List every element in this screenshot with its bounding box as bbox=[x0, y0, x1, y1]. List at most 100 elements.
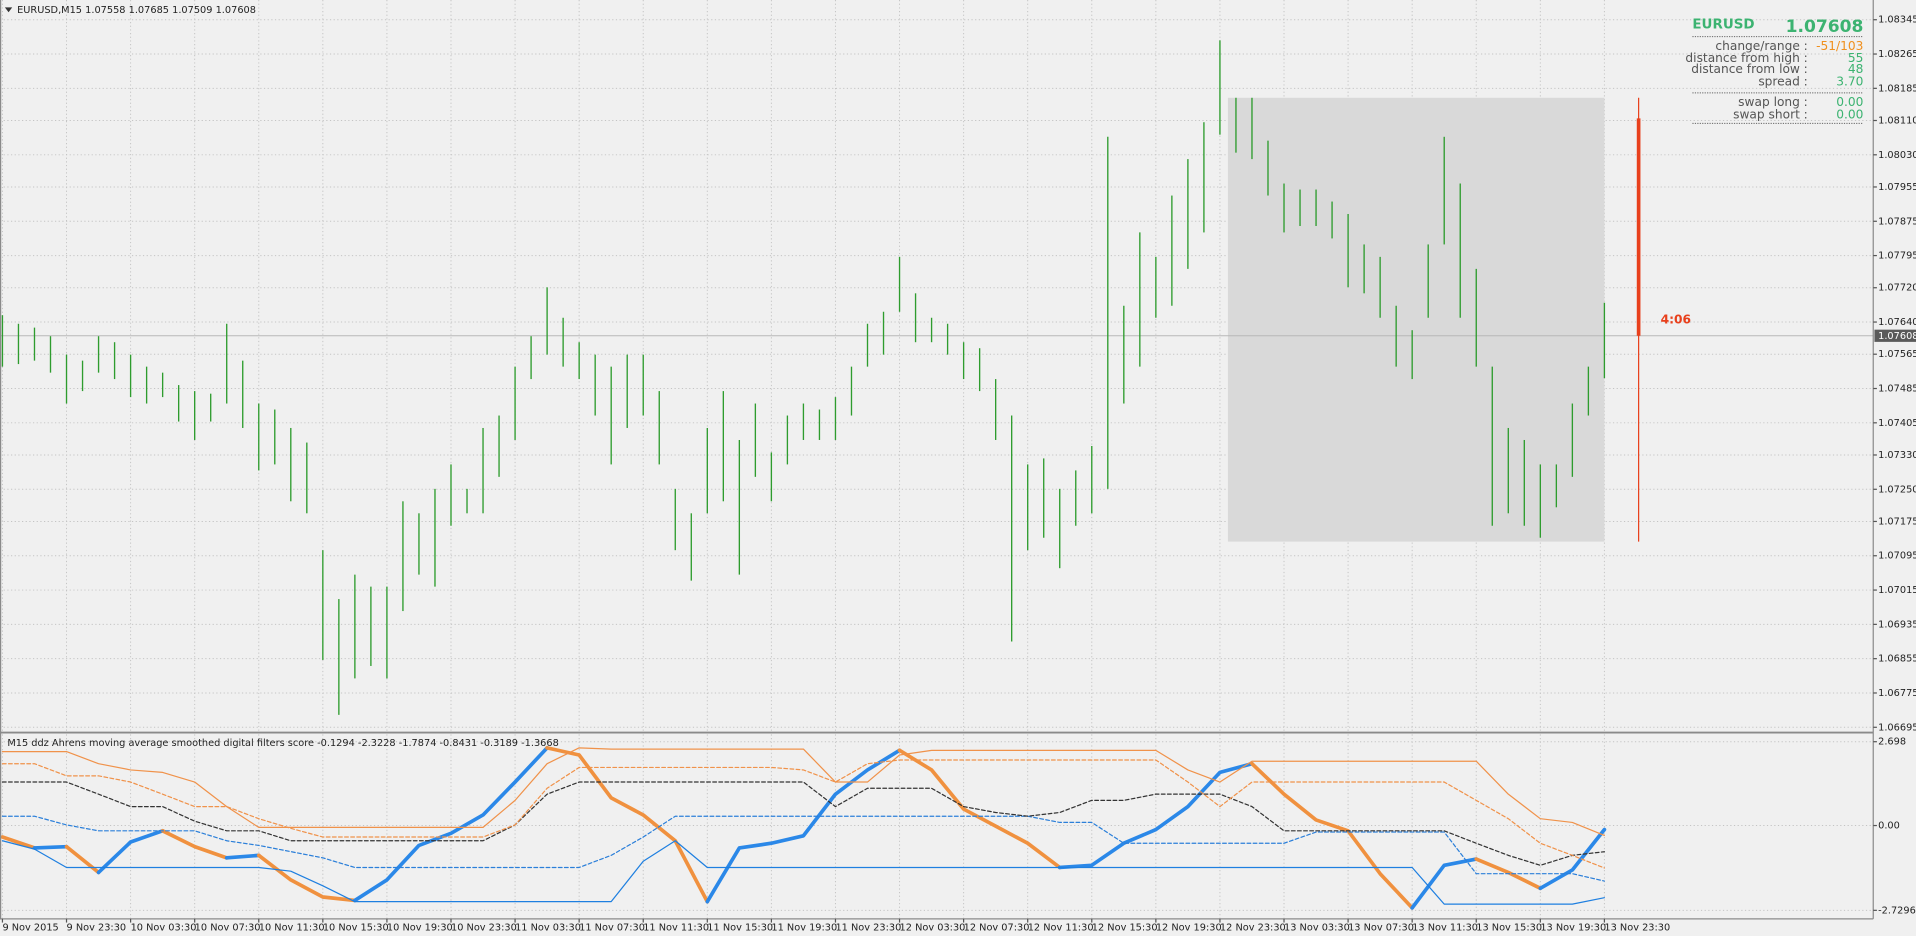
x-tick-label: 10 Nov 23:30 bbox=[451, 922, 517, 933]
y-tick-label: 1.07640 bbox=[1878, 317, 1916, 328]
x-tick-label: 10 Nov 07:30 bbox=[195, 922, 261, 933]
x-tick-label: 12 Nov 23:30 bbox=[1220, 922, 1286, 933]
info-label: distance from high bbox=[1685, 51, 1799, 65]
score-line bbox=[64, 844, 101, 875]
x-tick-label: 12 Nov 07:30 bbox=[964, 922, 1030, 933]
x-tick-label: 12 Nov 03:30 bbox=[900, 922, 966, 933]
y-tick-label: 1.06775 bbox=[1878, 688, 1916, 699]
x-tick-label: 11 Nov 07:30 bbox=[579, 922, 645, 933]
y-tick-label: 2.698 bbox=[1878, 737, 1906, 748]
last-price-box bbox=[1874, 329, 1916, 342]
indicator-title: M15 ddz Ahrens moving average smoothed d… bbox=[7, 738, 558, 749]
x-tick-label: 9 Nov 23:30 bbox=[67, 922, 127, 933]
x-tick-label: 11 Nov 15:30 bbox=[707, 922, 773, 933]
score-line bbox=[160, 828, 229, 860]
x-tick-label: 12 Nov 11:30 bbox=[1028, 922, 1094, 933]
x-tick-label: 10 Nov 11:30 bbox=[259, 922, 325, 933]
info-separator: : bbox=[1804, 74, 1808, 88]
y-tick-label: 1.08110 bbox=[1878, 115, 1916, 126]
info-separator: : bbox=[1804, 51, 1808, 65]
menu-arrow[interactable] bbox=[4, 7, 13, 13]
x-tick-label: 12 Nov 15:30 bbox=[1092, 922, 1158, 933]
y-tick-label: 1.07250 bbox=[1878, 484, 1916, 495]
filter-line bbox=[1, 747, 1606, 837]
info-value: 0.00 bbox=[1836, 95, 1863, 109]
y-tick-label: 1.07330 bbox=[1878, 450, 1916, 461]
y-tick-label: 1.08030 bbox=[1878, 150, 1916, 161]
info-value: 0.00 bbox=[1836, 107, 1863, 121]
x-tick-label: 10 Nov 15:30 bbox=[323, 922, 389, 933]
info-label: spread bbox=[1758, 74, 1800, 88]
score-line bbox=[353, 746, 549, 903]
y-tick-label: 1.07015 bbox=[1878, 585, 1916, 596]
chart-title: EURUSD,M15 1.07558 1.07685 1.07509 1.076… bbox=[17, 5, 256, 16]
y-tick-label: 1.07720 bbox=[1878, 283, 1916, 294]
y-tick-label: 1.07485 bbox=[1878, 384, 1916, 395]
filter-line bbox=[1, 759, 1606, 869]
y-tick-label: 1.07405 bbox=[1878, 418, 1916, 429]
y-tick-label: -2.7296 bbox=[1878, 905, 1916, 916]
info-label: distance from low bbox=[1691, 62, 1800, 76]
y-tick-label: 1.07875 bbox=[1878, 216, 1916, 227]
y-tick-label: 0.00 bbox=[1878, 821, 1900, 832]
info-label: change/range bbox=[1715, 39, 1800, 53]
info-label: swap short bbox=[1733, 107, 1800, 121]
score-line bbox=[96, 828, 165, 875]
score-line bbox=[545, 746, 710, 904]
x-tick-label: 13 Nov 11:30 bbox=[1412, 922, 1478, 933]
x-tick-label: 10 Nov 03:30 bbox=[131, 922, 197, 933]
score-line bbox=[1250, 761, 1415, 910]
score-line bbox=[224, 853, 261, 860]
score-line bbox=[897, 748, 1062, 870]
x-tick-label: 11 Nov 19:30 bbox=[771, 922, 837, 933]
score-line bbox=[705, 748, 902, 904]
info-separator: : bbox=[1804, 62, 1808, 76]
score-line bbox=[1057, 761, 1254, 870]
timer-label: 4:06 bbox=[1661, 313, 1691, 327]
info-label: swap long bbox=[1738, 95, 1800, 109]
info-value: -51/103 bbox=[1816, 39, 1863, 53]
x-tick-label: 11 Nov 23:30 bbox=[835, 922, 901, 933]
score-line bbox=[1410, 857, 1479, 910]
x-tick-label: 13 Nov 15:30 bbox=[1476, 922, 1542, 933]
x-tick-label: 11 Nov 03:30 bbox=[515, 922, 581, 933]
price: 1.07608 bbox=[1786, 17, 1864, 37]
range-box bbox=[1227, 97, 1605, 542]
info-separator: : bbox=[1804, 39, 1808, 53]
score-line bbox=[1474, 857, 1543, 891]
info-separator: : bbox=[1804, 107, 1808, 121]
score-line bbox=[256, 853, 357, 903]
y-tick-label: 1.07955 bbox=[1878, 182, 1916, 193]
y-tick-label: 1.06695 bbox=[1878, 722, 1916, 733]
last-price-label: 1.07608 bbox=[1878, 331, 1916, 342]
x-tick-label: 13 Nov 19:30 bbox=[1540, 922, 1606, 933]
filter-line bbox=[1, 781, 1606, 866]
info-value: 55 bbox=[1848, 51, 1864, 65]
y-tick-label: 1.08345 bbox=[1878, 15, 1916, 26]
marks-layer bbox=[0, 40, 1641, 910]
x-tick-label: 13 Nov 23:30 bbox=[1604, 922, 1670, 933]
y-tick-label: 1.07795 bbox=[1878, 251, 1916, 262]
x-tick-label: 12 Nov 19:30 bbox=[1156, 922, 1222, 933]
info-separator: : bbox=[1804, 95, 1808, 109]
x-tick-label: 9 Nov 2015 bbox=[2, 922, 58, 933]
y-tick-label: 1.07175 bbox=[1878, 516, 1916, 527]
x-tick-label: 10 Nov 19:30 bbox=[387, 922, 453, 933]
info-value: 48 bbox=[1848, 62, 1864, 76]
filter-line bbox=[1, 815, 1606, 882]
info-value: 3.70 bbox=[1836, 74, 1863, 88]
filter-line bbox=[1, 840, 1606, 905]
back-layer bbox=[0, 97, 1874, 542]
y-tick-label: 1.07095 bbox=[1878, 551, 1916, 562]
x-tick-label: 11 Nov 11:30 bbox=[643, 922, 709, 933]
y-tick-label: 1.08265 bbox=[1878, 49, 1916, 60]
x-tick-label: 13 Nov 03:30 bbox=[1284, 922, 1350, 933]
symbol: EURUSD bbox=[1692, 17, 1754, 32]
grid-layer bbox=[0, 0, 1874, 919]
y-tick-label: 1.08185 bbox=[1878, 83, 1916, 94]
score-line bbox=[0, 835, 37, 850]
